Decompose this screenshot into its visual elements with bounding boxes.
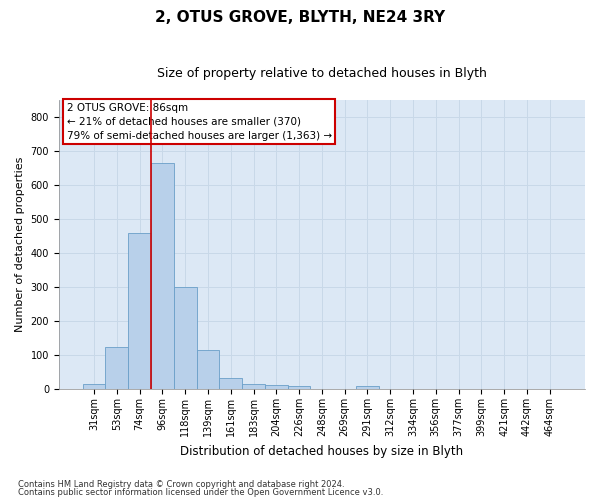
Bar [151, 162, 174, 389]
Bar [265, 384, 288, 389]
Bar [242, 384, 265, 389]
Bar [174, 287, 197, 389]
Text: Contains public sector information licensed under the Open Government Licence v3: Contains public sector information licen… [18, 488, 383, 497]
Bar [288, 386, 310, 389]
Y-axis label: Number of detached properties: Number of detached properties [15, 157, 25, 332]
Bar [128, 232, 151, 389]
Title: Size of property relative to detached houses in Blyth: Size of property relative to detached ho… [157, 68, 487, 80]
Bar [83, 384, 106, 389]
Bar [356, 386, 379, 389]
Bar [106, 346, 128, 389]
Bar [220, 378, 242, 389]
X-axis label: Distribution of detached houses by size in Blyth: Distribution of detached houses by size … [181, 444, 463, 458]
Text: Contains HM Land Registry data © Crown copyright and database right 2024.: Contains HM Land Registry data © Crown c… [18, 480, 344, 489]
Text: 2 OTUS GROVE: 86sqm
← 21% of detached houses are smaller (370)
79% of semi-detac: 2 OTUS GROVE: 86sqm ← 21% of detached ho… [67, 102, 332, 141]
Bar [197, 350, 220, 389]
Text: 2, OTUS GROVE, BLYTH, NE24 3RY: 2, OTUS GROVE, BLYTH, NE24 3RY [155, 10, 445, 25]
